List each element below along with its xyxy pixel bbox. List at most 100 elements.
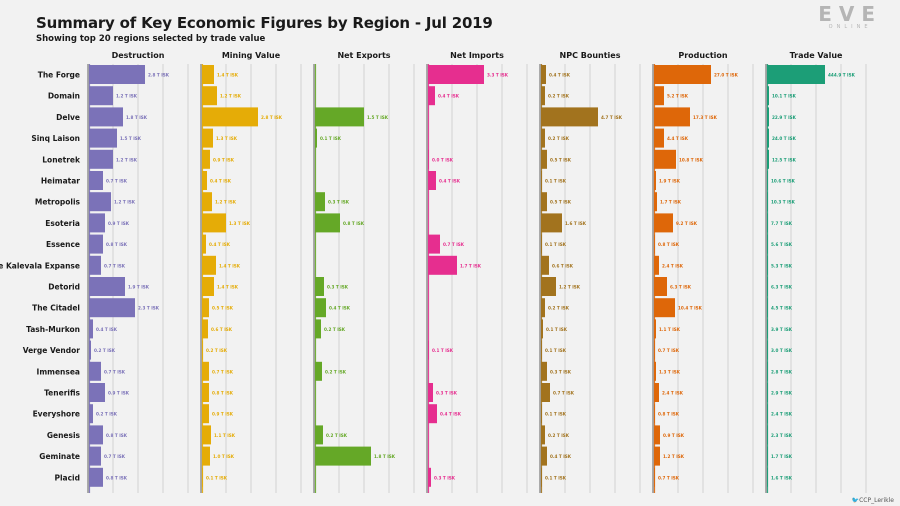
data-label: 9.2 T ISK	[676, 221, 698, 226]
data-label: 1.3 T ISK	[229, 221, 251, 226]
data-bar	[89, 255, 101, 275]
data-bar	[767, 404, 768, 424]
data-bar	[654, 467, 655, 487]
panel-header: Trade Value	[790, 51, 843, 60]
data-label: 0.4 T ISK	[209, 242, 231, 247]
region-label: Essence	[46, 240, 80, 249]
data-bar	[654, 192, 657, 212]
data-bar	[428, 340, 429, 360]
data-bar	[541, 383, 550, 402]
data-label: 0.4 T ISK	[438, 94, 460, 99]
data-bar	[767, 298, 768, 318]
data-label: 1.7 T ISK	[660, 200, 682, 205]
region-label: The Citadel	[32, 304, 80, 313]
region-label: Tenerifis	[44, 389, 80, 398]
data-bar	[202, 234, 206, 254]
data-label: 1.7 T ISK	[460, 263, 482, 268]
data-label: 0.4 T ISK	[329, 306, 351, 311]
data-label: 0.2 T ISK	[324, 327, 346, 332]
data-label: 2.8 T ISK	[771, 369, 793, 374]
region-label: Lonetrek	[42, 155, 81, 164]
data-label: 1.2 T ISK	[215, 200, 237, 205]
data-label: 0.1 T ISK	[546, 327, 568, 332]
data-bar	[315, 298, 326, 318]
data-label: 0.8 T ISK	[106, 433, 128, 438]
data-bar	[654, 383, 659, 402]
data-bar	[202, 340, 203, 360]
data-label: 5.2 T ISK	[667, 94, 689, 99]
chart-title: Summary of Key Economic Figures by Regio…	[36, 14, 493, 32]
region-label: Everyshore	[33, 410, 80, 419]
data-bar	[89, 277, 125, 296]
data-bar	[202, 446, 210, 466]
data-label: 1.1 T ISK	[214, 433, 236, 438]
region-label: The Forge	[38, 71, 80, 80]
data-label: 0.9 T ISK	[108, 391, 130, 396]
data-bar	[89, 171, 103, 190]
data-label: 0.3 T ISK	[550, 369, 572, 374]
data-bar	[541, 192, 547, 212]
data-label: 0.7 T ISK	[212, 369, 234, 374]
data-label: 0.8 T ISK	[343, 221, 365, 226]
data-bar	[654, 340, 655, 360]
data-bar	[89, 446, 101, 466]
data-bar	[89, 107, 123, 127]
data-label: 0.4 T ISK	[96, 327, 118, 332]
data-label: 4.4 T ISK	[667, 136, 689, 141]
data-bar	[541, 86, 545, 106]
data-bar	[89, 192, 111, 212]
data-label: 2.4 T ISK	[662, 391, 684, 396]
data-bar	[315, 425, 323, 445]
data-bar	[428, 467, 431, 487]
data-bar	[654, 213, 673, 233]
data-label: 0.2 T ISK	[96, 412, 118, 417]
data-bar	[202, 277, 214, 296]
data-label: 0.5 T ISK	[212, 306, 234, 311]
data-bar	[767, 446, 768, 466]
data-label: 3.9 T ISK	[771, 327, 793, 332]
data-bar	[654, 446, 660, 466]
panel-header: Mining Value	[222, 51, 281, 60]
data-label: 17.3 T ISK	[693, 115, 718, 120]
data-label: 4.7 T ISK	[601, 115, 623, 120]
data-bar	[202, 213, 226, 233]
data-label: 0.2 T ISK	[206, 348, 228, 353]
region-label: Geminate	[39, 452, 80, 461]
data-bar	[315, 192, 325, 212]
data-bar	[654, 255, 659, 275]
data-label: 0.1 T ISK	[545, 475, 567, 480]
data-label: 1.6 T ISK	[565, 221, 587, 226]
data-label: 0.2 T ISK	[548, 94, 570, 99]
data-bar	[428, 404, 437, 424]
data-label: 1.9 T ISK	[128, 285, 150, 290]
data-bar	[767, 319, 768, 339]
data-bar	[89, 65, 145, 84]
data-label: 2.8 T ISK	[261, 115, 283, 120]
data-bar	[89, 425, 103, 445]
data-bar	[654, 128, 664, 148]
data-bar	[541, 234, 542, 254]
data-bar	[767, 149, 769, 169]
data-label: 1.2 T ISK	[114, 200, 136, 205]
data-bar	[315, 446, 371, 466]
data-bar	[89, 467, 103, 487]
data-label: 1.4 T ISK	[219, 263, 241, 268]
data-label: 0.7 T ISK	[658, 475, 680, 480]
data-label: 444.9 T ISK	[828, 73, 856, 78]
data-bar	[541, 107, 598, 127]
data-label: 0.1 T ISK	[432, 348, 454, 353]
data-label: 2.8 T ISK	[148, 73, 170, 78]
data-bar	[202, 107, 258, 127]
data-label: 1.8 T ISK	[126, 115, 148, 120]
logo-subtext: ONLINE	[828, 24, 872, 30]
data-bar	[89, 128, 117, 148]
data-label: 1.8 T ISK	[374, 454, 396, 459]
data-bar	[654, 319, 656, 339]
data-label: 1.5 T ISK	[367, 115, 389, 120]
data-label: 5.3 T ISK	[771, 263, 793, 268]
data-label: 0.6 T ISK	[552, 263, 574, 268]
data-bar	[654, 298, 675, 318]
region-label: Esoteria	[45, 219, 80, 228]
data-bar	[767, 255, 768, 275]
region-label: Verge Vendor	[23, 346, 81, 355]
